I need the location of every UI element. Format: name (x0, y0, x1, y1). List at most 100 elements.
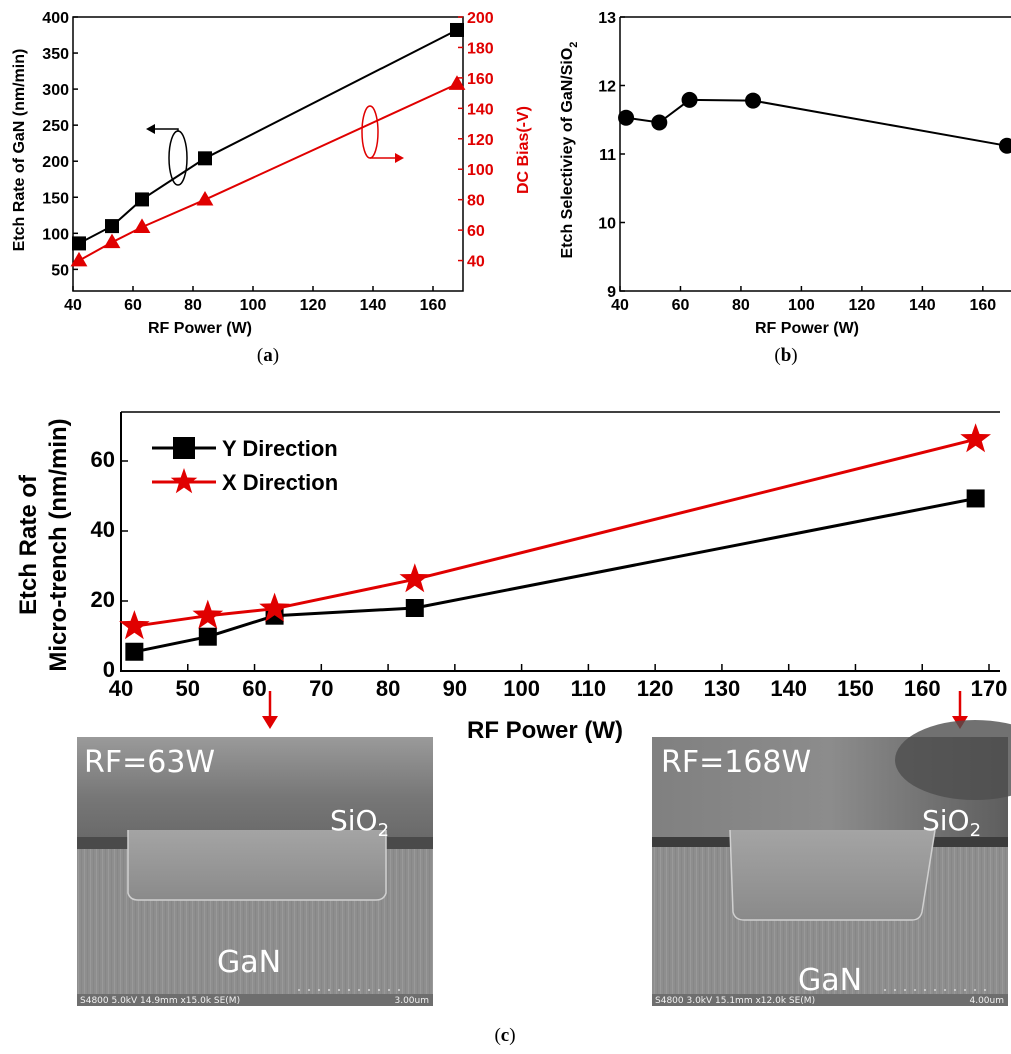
panel-c-series-2-point (192, 599, 224, 629)
panel-a-x-ticks: 40 60 80 100 120 140 160 (64, 286, 446, 314)
y-tick-label: 200 (467, 10, 494, 27)
panel-c-caption-letter: c (501, 1025, 509, 1046)
panel-b: 40 60 80 100 120 140 160 9 10 11 12 13 RF Power (W… (559, 10, 1011, 366)
sem2-sio2-sub: 2 (970, 820, 981, 841)
panel-c-series-2-point (399, 563, 431, 593)
panel-c-series-2-line (134, 437, 976, 628)
sem1-top-region (77, 737, 433, 837)
panel-c-series-1-point (198, 627, 217, 646)
y-tick-label: 40 (467, 254, 485, 271)
y-tick-label: 40 (91, 517, 115, 542)
y-tick-label: 0 (103, 657, 115, 682)
x-tick-label: 80 (732, 297, 750, 314)
x-tick-label: 80 (376, 676, 400, 701)
sem1-gan-label: GaN (217, 945, 281, 980)
panel-c-series-2-point (960, 423, 991, 453)
y-tick-label: 80 (467, 193, 485, 210)
y-tick-label: 200 (42, 154, 69, 171)
legend-marker-star (170, 468, 198, 494)
panel-b-axes (619, 17, 1011, 292)
x-tick-label: 40 (611, 297, 629, 314)
sem1-footer-right: 3.00um (394, 996, 429, 1006)
panel-c-x-ticks: 40 50 60 70 80 90 100 110 120 130 140 150 160 170 (109, 664, 1008, 701)
panel-a-series-2-line (78, 83, 458, 262)
sem1-footer-bar (77, 994, 433, 1006)
panel-a-series-2-point (133, 218, 151, 233)
arrow-to-sem-63w (262, 691, 278, 729)
panel-a-series (70, 22, 466, 267)
panel-a-series-1-point (72, 236, 86, 251)
y-tick-label: 250 (42, 118, 69, 135)
sem-image-63w: RF=63W SiO2 GaN S4800 5.0kV 14.9mm x15.0… (77, 737, 433, 1006)
x-tick-label: 150 (837, 676, 874, 701)
sem2-sio2-main: SiO (922, 804, 970, 837)
panel-a-annotation-left-arrow (146, 124, 188, 186)
y-tick-label: 400 (42, 10, 69, 27)
panel-a-y-right-ticks: 40 60 80 100 120 140 160 180 200 (458, 10, 494, 271)
x-tick-label: 160 (904, 676, 941, 701)
panel-a-series-2-point (448, 75, 466, 90)
panel-c-series-2-point (259, 592, 290, 622)
sem2-trench (730, 830, 935, 920)
y-tick-label: 13 (598, 10, 616, 27)
panel-c-y-label-line2: Micro-trench (nm/min) (45, 418, 72, 671)
x-tick-label: 70 (309, 676, 333, 701)
panel-a-series-1-point (135, 192, 149, 207)
sem2-sio2-label: SiO2 (922, 804, 981, 841)
y-tick-label: 60 (91, 447, 115, 472)
sem2-footer-right: 4.00um (969, 996, 1004, 1006)
x-tick-label: 50 (176, 676, 200, 701)
panel-c-y-ticks: 0 20 40 60 (91, 447, 128, 682)
x-tick-label: 140 (909, 297, 936, 314)
panel-a-x-axis-label: RF Power (W) (148, 320, 252, 337)
panel-c-caption: (c) (494, 1025, 515, 1046)
panel-a-y-right-label: DC Bias(-V) (515, 106, 532, 194)
legend-label-y-direction: Y Direction (222, 436, 338, 461)
panel-c-series-1-point (125, 642, 144, 661)
sem2-footer-left: S4800 3.0kV 15.1mm x12.0k SE(M) (655, 996, 815, 1006)
panel-a-plot-frame (72, 16, 464, 292)
legend-label-x-direction: X Direction (222, 470, 338, 495)
panel-b-y-axis-label: Etch Selectiviey of GaN/SiO2 (559, 42, 580, 259)
panel-b-point (618, 109, 635, 126)
y-tick-label: 100 (467, 162, 494, 179)
x-tick-label: 140 (770, 676, 807, 701)
sem1-sio2-label: SiO2 (330, 804, 389, 841)
panel-a-y-left-label: Etch Rate of GaN (nm/min) (11, 49, 28, 252)
y-tick-label: 300 (42, 82, 69, 99)
y-tick-label: 150 (42, 190, 69, 207)
panel-b-y-label-subscript: 2 (568, 42, 580, 48)
panel-c: 40 50 60 70 80 90 100 110 120 130 140 150 160 170 0 20… (15, 411, 1008, 744)
panel-a-series-2-point (196, 190, 214, 206)
panel-a: 40 60 80 100 120 140 160 50 100 150 200 250 300 350 4… (11, 10, 532, 366)
x-tick-label: 160 (420, 297, 447, 314)
panel-b-point (999, 137, 1011, 154)
panel-b-y-label-main: Etch Selectiviey of GaN/SiO (559, 48, 576, 259)
y-tick-label: 50 (51, 262, 69, 279)
sem-image-168w: RF=168W SiO2 GaN S4800 3.0kV 15.1mm x12.… (652, 720, 1011, 1006)
panel-a-annotation-right-arrow (361, 105, 404, 163)
legend-marker-square (173, 437, 195, 459)
x-tick-label: 100 (503, 676, 540, 701)
sem2-footer-bar (652, 994, 1008, 1006)
panel-c-series-1-point (405, 599, 424, 617)
x-tick-label: 120 (849, 297, 876, 314)
y-tick-label: 350 (42, 46, 69, 63)
panel-a-series-1-point (198, 151, 212, 166)
x-tick-label: 160 (969, 297, 996, 314)
panel-b-series-line (625, 98, 1008, 147)
panel-c-series-2-point (119, 610, 150, 640)
sem2-gan-label: GaN (798, 963, 862, 998)
panel-b-caption: (b) (774, 345, 797, 366)
x-tick-label: 40 (109, 676, 133, 701)
panel-a-series-1-line (78, 29, 458, 245)
panel-c-x-axis-label: RF Power (W) (467, 717, 623, 744)
x-tick-label: 120 (637, 676, 674, 701)
x-tick-label: 170 (971, 676, 1008, 701)
panel-b-y-ticks: 9 10 11 12 13 (598, 10, 625, 301)
sem1-footer-left: S4800 5.0kV 14.9mm x15.0k SE(M) (80, 996, 240, 1006)
panel-c-y-label-line1: Etch Rate of (15, 474, 42, 615)
y-tick-label: 20 (91, 587, 115, 612)
x-tick-label: 100 (240, 297, 267, 314)
